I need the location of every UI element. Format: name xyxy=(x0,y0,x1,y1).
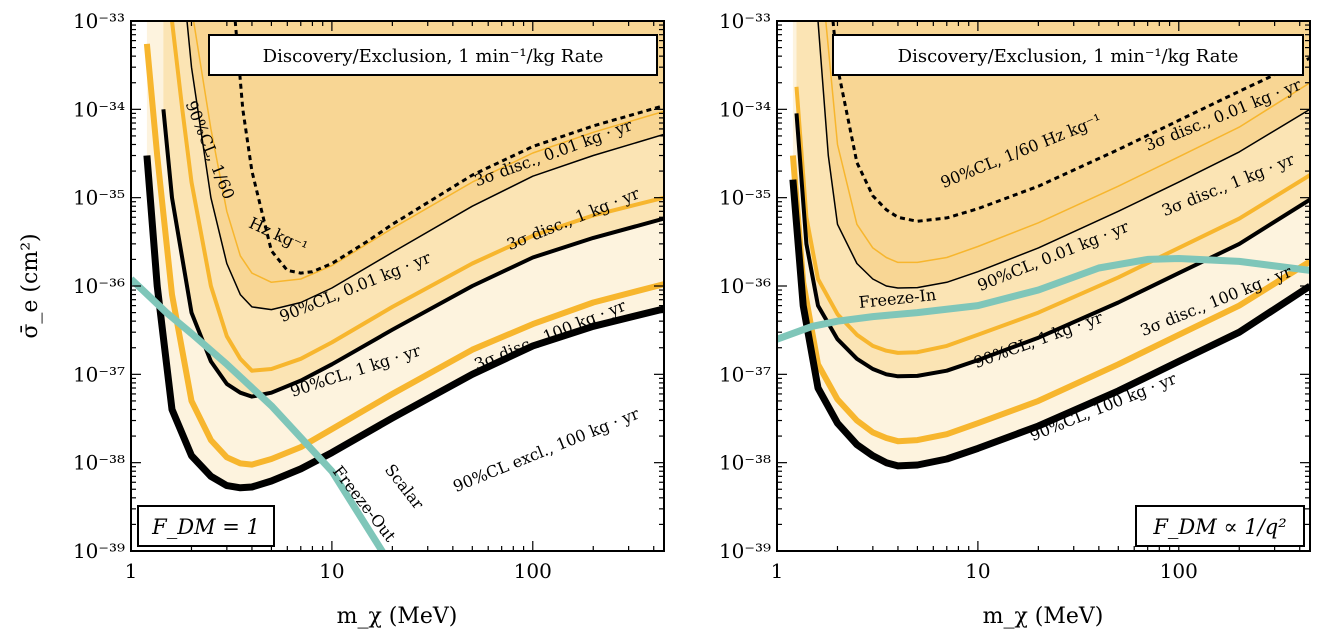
series-line-orange-thin xyxy=(192,21,664,284)
y-tick-label: 10⁻³⁹ xyxy=(719,539,771,563)
series-line-dashed xyxy=(233,21,664,275)
left-form-factor-label: F_DM = 1 xyxy=(151,515,260,539)
series-line-orange-thick xyxy=(143,43,664,468)
right-x-axis-label: m_χ (MeV) xyxy=(983,604,1104,629)
y-tick-label: 10⁻³⁶ xyxy=(73,274,125,298)
right-title: Discovery/Exclusion, 1 min⁻¹/kg Rate xyxy=(898,46,1239,67)
y-tick-label: 10⁻³⁵ xyxy=(719,186,771,210)
x-tick-label: 10 xyxy=(965,559,990,583)
x-tick-label: 10 xyxy=(319,559,344,583)
left-form-factor-box xyxy=(137,505,275,547)
series-line-teal xyxy=(777,255,1310,343)
right-plot-frame xyxy=(776,20,1311,552)
y-tick-label: 10⁻³⁷ xyxy=(73,362,125,386)
y-tick-label: 10⁻³³ xyxy=(73,9,125,33)
y-tick-label: 10⁻³⁶ xyxy=(719,274,771,298)
left-axis-ticks: 1 10 100 10⁻³⁹ 10⁻³⁸ 10⁻³⁷ 10⁻³⁶ 10⁻³⁵ 10⁻³⁴ 10⁻³… xyxy=(73,9,664,583)
y-tick-label: 10⁻³⁸ xyxy=(73,451,125,475)
y-tick-label: 10⁻³⁸ xyxy=(719,451,771,475)
series-line-teal xyxy=(131,276,387,551)
x-tick-label: 100 xyxy=(514,559,552,583)
x-tick-label: 1 xyxy=(125,559,138,583)
left-exclusion-fills xyxy=(146,21,664,488)
left-plot-frame xyxy=(130,20,665,552)
right-form-factor-box xyxy=(1135,505,1305,547)
left-label-teal-1: Scalar xyxy=(381,460,428,513)
series-line-black-thin xyxy=(817,21,1310,289)
x-tick-label: 1 xyxy=(771,559,784,583)
x-tick-label: 100 xyxy=(1160,559,1198,583)
right-title-box xyxy=(832,34,1304,76)
series-line-dashed xyxy=(831,21,1310,223)
fill-black-thin xyxy=(187,21,664,310)
left-panel: 1 10 100 10⁻³⁹ 10⁻³⁸ 10⁻³⁷ 10⁻³⁶ 10⁻³⁵ 10⁻³⁴ 10⁻³… xyxy=(18,9,665,629)
left-curves xyxy=(131,21,664,551)
right-form-factor-label: F_DM ∝ 1/q² xyxy=(1152,515,1286,539)
fill-black-thin xyxy=(818,21,1310,288)
series-line-orange-thin xyxy=(825,21,1310,264)
y-tick-label: 10⁻³⁷ xyxy=(719,362,771,386)
series-line-black-thick xyxy=(789,179,1310,470)
left-x-axis-label: m_χ (MeV) xyxy=(337,604,458,629)
y-tick-label: 10⁻³⁴ xyxy=(719,97,771,121)
left-title-box xyxy=(208,34,658,76)
right-exclusion-fills xyxy=(792,21,1310,466)
y-tick-label: 10⁻³⁵ xyxy=(73,186,125,210)
right-curves xyxy=(777,21,1310,470)
series-line-black-medium xyxy=(161,109,664,399)
y-tick-label: 10⁻³⁴ xyxy=(73,97,125,121)
series-line-black-thick xyxy=(143,155,664,492)
series-line-orange-thick xyxy=(789,155,1310,445)
left-title: Discovery/Exclusion, 1 min⁻¹/kg Rate xyxy=(263,46,604,67)
series-line-orange-medium xyxy=(170,21,664,373)
series-line-black-thin xyxy=(186,21,664,311)
left-y-axis-label: σ̄_e (cm²) xyxy=(18,233,43,338)
y-tick-label: 10⁻³³ xyxy=(719,9,771,33)
left-label-black-thick: 90%CL excl., 100 kg · yr xyxy=(450,404,642,496)
right-panel: 1 10 100 10⁻³⁹ 10⁻³⁸ 10⁻³⁷ 10⁻³⁶ 10⁻³⁵ 10⁻³⁴ 10⁻³… xyxy=(719,9,1311,629)
y-tick-label: 10⁻³⁹ xyxy=(73,539,125,563)
